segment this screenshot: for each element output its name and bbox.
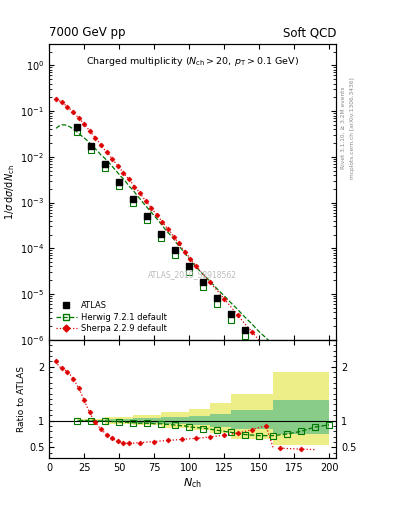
Legend: ATLAS, Herwig 7.2.1 default, Sherpa 2.2.9 default: ATLAS, Herwig 7.2.1 default, Sherpa 2.2.… bbox=[53, 298, 169, 335]
Y-axis label: $1/\sigma\,\mathrm{d}\sigma/\mathrm{d}N_\mathrm{ch}$: $1/\sigma\,\mathrm{d}\sigma/\mathrm{d}N_… bbox=[4, 164, 17, 220]
Text: 7000 GeV pp: 7000 GeV pp bbox=[49, 27, 126, 39]
X-axis label: $N_\mathrm{ch}$: $N_\mathrm{ch}$ bbox=[183, 476, 202, 489]
Text: mcplots.cern.ch [arXiv:1306.3436]: mcplots.cern.ch [arXiv:1306.3436] bbox=[350, 77, 355, 179]
Text: ATLAS_2010_S8918562: ATLAS_2010_S8918562 bbox=[148, 270, 237, 279]
Text: Charged multiplicity ($N_\mathrm{ch}>20,\,p_\mathrm{T}>0.1$ GeV): Charged multiplicity ($N_\mathrm{ch}>20,… bbox=[86, 55, 299, 69]
Text: Rivet 3.1.10, ≥ 3.2M events: Rivet 3.1.10, ≥ 3.2M events bbox=[341, 87, 345, 169]
Y-axis label: Ratio to ATLAS: Ratio to ATLAS bbox=[17, 366, 26, 432]
Text: Soft QCD: Soft QCD bbox=[283, 27, 336, 39]
